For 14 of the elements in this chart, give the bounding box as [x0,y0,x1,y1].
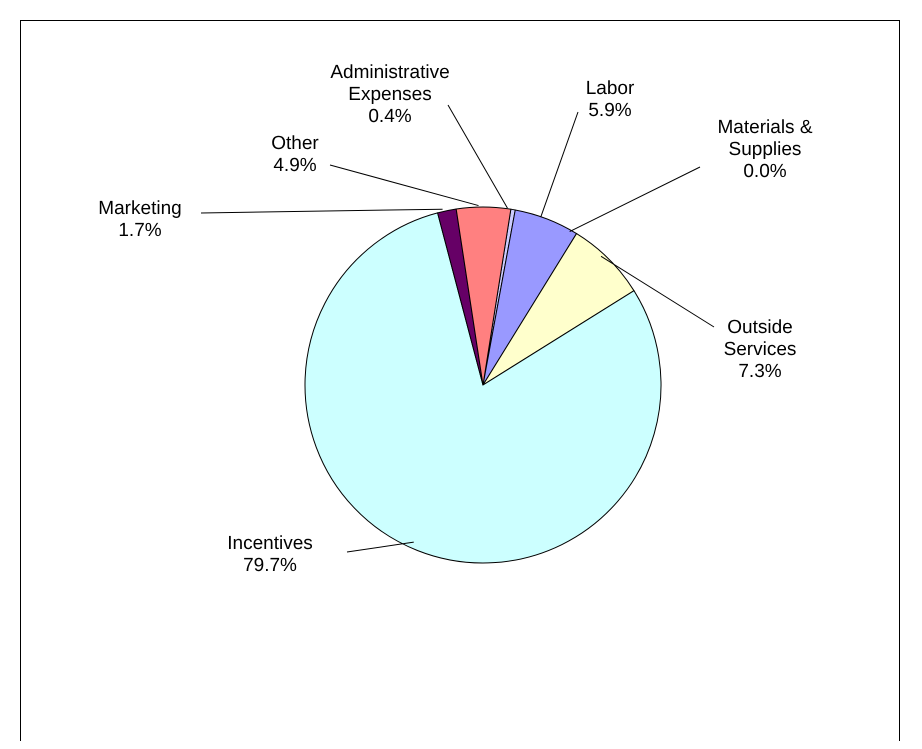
data-label: 5.9% [588,100,632,122]
slice-label: Other [271,133,320,154]
slice-label: Marketing [98,198,182,220]
data-label: 79.7% [243,555,298,576]
legend-label: Incentives [227,533,313,554]
category-label: Materials & Supplies [717,117,813,160]
text: 0.0% [743,161,787,182]
data-label: 4.9% [273,155,317,176]
data-label: 7.3% [738,361,782,382]
data-label: 1.7% [118,220,162,242]
slice-label: Outside Services [724,317,796,360]
data-label: 0.4% [368,106,412,128]
slice-label: Labor [586,78,635,100]
slice-label: Administrative Expenses [330,62,450,106]
